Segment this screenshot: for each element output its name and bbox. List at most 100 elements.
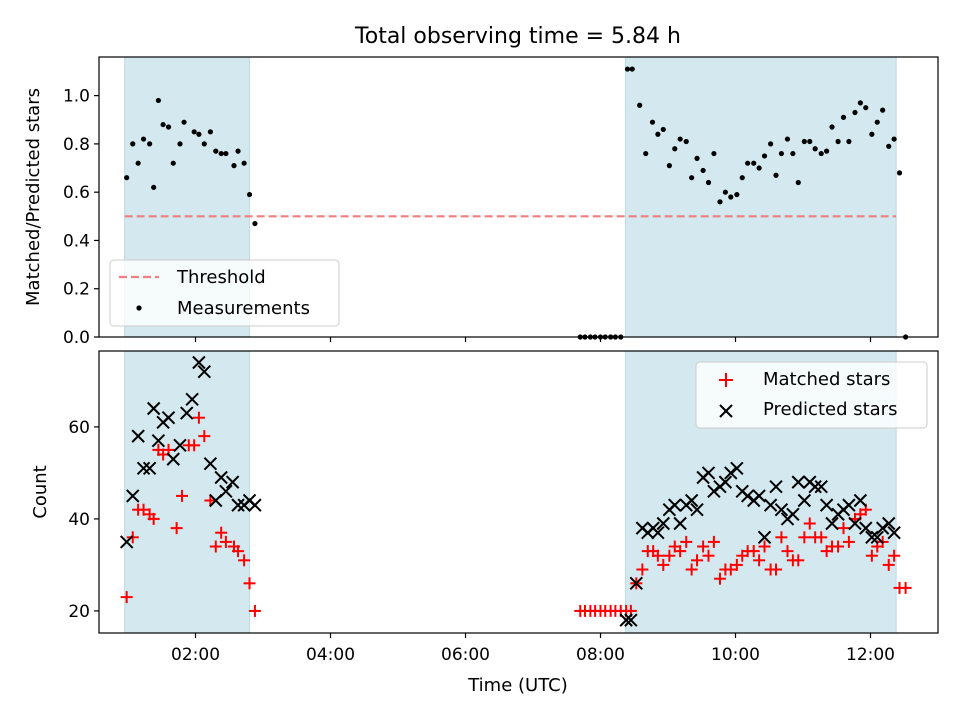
measurement-point [857, 100, 863, 106]
top-panel-ratio: 0.0 0.2 0.4 0.6 0.8 1.0 Matched/Predicted sta… [23, 56, 939, 348]
matched-star-point [803, 517, 816, 530]
matched-star-point [663, 549, 676, 562]
predicted-star-point [185, 392, 199, 407]
matched-star-point [702, 549, 715, 562]
x-marker-b [724, 466, 738, 480]
measurement-point [218, 150, 224, 157]
predicted-star-point [774, 503, 789, 517]
legend-box [695, 361, 928, 429]
top-panel-y-ticks: 0.0 0.2 0.4 0.6 0.8 1.0 [63, 87, 99, 348]
bottom-panel-legend: Matched stars Predicted stars [695, 361, 928, 429]
matched-star-point [209, 540, 222, 553]
x-marker-b [853, 493, 868, 508]
x-marker-b [651, 526, 665, 540]
x-marker-b [774, 503, 789, 517]
top-panel-y-label: Matched/Predicted stars [23, 88, 44, 306]
measurement-point [891, 136, 897, 142]
x-marker-b [225, 475, 240, 489]
measurement-point [666, 163, 672, 169]
x-marker-b [786, 507, 800, 522]
matched-star-point [243, 577, 256, 590]
predicted-star-point [180, 406, 194, 420]
measurement-point [840, 114, 847, 120]
measurement-point [677, 136, 683, 142]
x-marker-b [203, 457, 218, 471]
x-marker-b [136, 461, 151, 476]
measurement-point [880, 107, 886, 113]
predicted-star-point [197, 364, 212, 379]
bottom-panel-y-ticks: 20 40 60 [68, 418, 99, 622]
measurement-point [181, 119, 187, 125]
measurement-point [201, 141, 207, 147]
bottom-panel-counts: 20 40 60 02:00 04:00 06:00 08:00 10:00 12:00 Co… [30, 350, 939, 696]
x-marker-b [166, 452, 180, 466]
measurement-point [140, 136, 147, 142]
x-tick-label: 12:00 [846, 645, 895, 665]
measurement-point [717, 199, 723, 205]
matched-star-point [137, 503, 150, 516]
measurement-point [655, 131, 661, 137]
x-marker-b [848, 516, 862, 531]
matched-star-point [170, 522, 183, 535]
bottom-panel-x-ticks: 02:00 04:00 06:00 08:00 10:00 12:00 [171, 633, 895, 665]
matched-star-point [219, 535, 232, 548]
x-marker-b [763, 498, 778, 512]
predicted-star-point [166, 452, 180, 466]
predicted-star-point [651, 526, 665, 540]
legend-matched-label: Matched stars [763, 369, 890, 390]
matched-star-point [680, 535, 693, 548]
matched-star-point [147, 512, 160, 525]
measurement-point [683, 138, 689, 145]
matched-star-point [781, 545, 794, 558]
predicted-star-point [126, 489, 140, 503]
matched-star-point [707, 535, 720, 548]
x-marker-b [791, 475, 805, 489]
matched-star-point [758, 540, 771, 553]
x-tick-label: 10:00 [711, 645, 760, 665]
predicted-star-point [231, 498, 245, 512]
x-marker-b [870, 530, 884, 545]
measurement-point [705, 179, 712, 186]
measurement-point [773, 172, 779, 178]
predicted-star-point [887, 526, 901, 540]
predicted-star-point [814, 480, 828, 494]
x-marker-b [769, 480, 783, 494]
x-marker-b [173, 438, 187, 453]
matched-star-point [176, 489, 189, 502]
observing-window-band [624, 56, 897, 338]
predicted-star-point [724, 466, 738, 480]
x-marker-b [814, 480, 828, 494]
measurement-point [812, 146, 818, 152]
legend-threshold-label: Threshold [176, 267, 266, 288]
matched-star-point [882, 558, 895, 571]
matched-star-point [798, 531, 811, 544]
x-marker-b [624, 613, 638, 627]
x-marker-b [730, 461, 744, 476]
measurement-point [722, 189, 728, 195]
measurement-point [637, 102, 643, 108]
measurement-point [689, 175, 695, 181]
matched-star-point [753, 554, 766, 567]
x-marker-b [842, 498, 856, 512]
measurement-point [177, 141, 183, 147]
predicted-star-point [248, 498, 262, 512]
x-marker-b [887, 526, 901, 540]
measurement-point [790, 150, 796, 157]
x-tick-label: 06:00 [441, 645, 490, 665]
predicted-star-point [842, 498, 856, 512]
y-tick-label: 60 [68, 418, 90, 438]
x-marker-b [690, 503, 704, 517]
predicted-star-point [673, 516, 687, 531]
legend-measurements-swatch [136, 305, 142, 311]
predicted-star-point [161, 410, 176, 425]
predicted-star-point [848, 516, 862, 531]
x-marker-b [740, 489, 755, 503]
predicted-star-point [690, 503, 704, 517]
measurement-point [824, 148, 830, 154]
measurement-point [660, 126, 666, 133]
matched-star-point [770, 563, 783, 576]
predicted-star-point [668, 498, 682, 512]
predicted-star-point [624, 613, 638, 627]
measurement-point [213, 148, 219, 154]
x-marker-b [875, 521, 890, 535]
